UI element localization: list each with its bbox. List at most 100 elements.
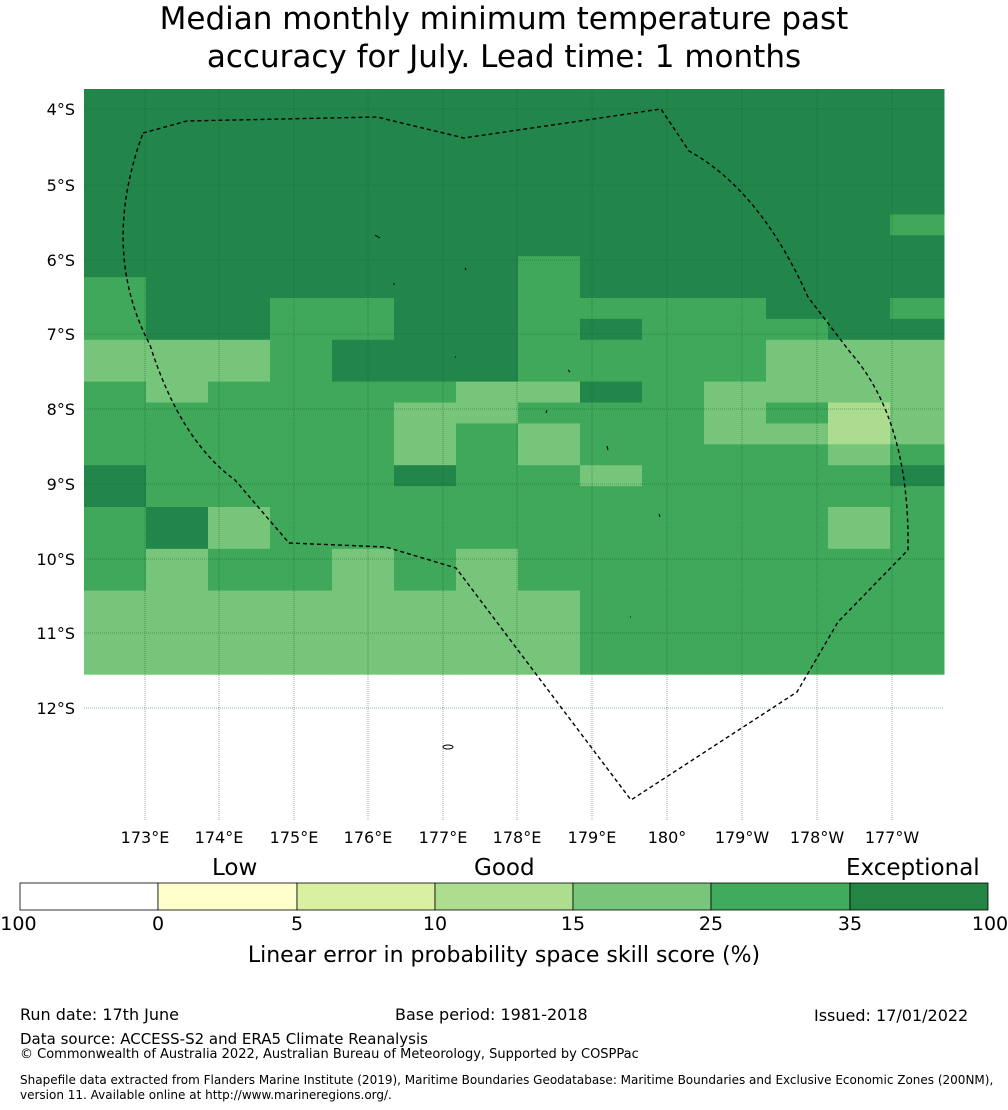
map-cell (890, 360, 945, 383)
map-cell (84, 339, 147, 362)
map-cell (208, 423, 271, 445)
map-cell (580, 298, 643, 320)
map-cell (890, 318, 945, 341)
map-cell (456, 89, 519, 111)
map-cell (84, 360, 147, 383)
map-cell (146, 590, 209, 612)
map-cell (580, 569, 643, 592)
longitude-label: 180° (648, 828, 687, 847)
map-cell (518, 298, 581, 320)
map-cell (828, 172, 891, 194)
colorbar-tick-label: 5 (290, 913, 304, 935)
map-cell (580, 444, 643, 466)
map-cell (208, 214, 271, 236)
map-cell (146, 360, 209, 383)
colorbar-tick-label: 10 (422, 913, 448, 935)
map-cell (208, 486, 271, 508)
map-cell (270, 89, 333, 111)
map-cell (332, 298, 395, 320)
map-cell (642, 569, 705, 592)
map-cell (766, 632, 829, 654)
map-cell (84, 611, 147, 633)
colorbar-segment (157, 882, 298, 911)
map-cell (332, 548, 395, 571)
map-cell (704, 298, 767, 320)
map-cell (84, 193, 147, 215)
category-good: Good (474, 855, 535, 881)
map-cell (208, 109, 271, 132)
map-cell (270, 214, 333, 236)
map-cell (642, 277, 705, 299)
map-cell (146, 381, 209, 403)
map-cell (332, 632, 395, 654)
map-cell (394, 527, 457, 550)
map-cell (208, 277, 271, 299)
map-cell (766, 235, 829, 257)
map-cell (456, 423, 519, 445)
map-cell (580, 360, 643, 383)
map-cell (766, 590, 829, 612)
map-cell (394, 172, 457, 194)
map-cell (270, 318, 333, 341)
colorbar-segment (19, 882, 159, 911)
map-cell (580, 235, 643, 257)
map-cell (890, 444, 945, 466)
map-cell (208, 402, 271, 424)
map-cell (456, 402, 519, 424)
map-cell (208, 653, 271, 675)
map-cell (332, 402, 395, 424)
map-cell (890, 214, 945, 236)
map-cell (704, 653, 767, 675)
map-cell (84, 569, 147, 592)
map-cell (456, 465, 519, 487)
map-cell (580, 465, 643, 487)
map-cell (332, 109, 395, 132)
map-cell (766, 172, 829, 194)
map-cell (270, 507, 333, 529)
map-cell (518, 214, 581, 236)
map-cell (456, 151, 519, 174)
latitude-label: 5°S (47, 176, 75, 195)
map-cell (270, 172, 333, 194)
map-cell (84, 402, 147, 424)
map-cell (146, 486, 209, 508)
chart-title: Median monthly minimum temperature past … (0, 0, 1008, 76)
map-cell (828, 527, 891, 550)
map-cell (146, 277, 209, 299)
map-cell (704, 256, 767, 278)
longitude-label: 175°E (270, 828, 319, 847)
map-cell (270, 381, 333, 403)
map-cell (828, 444, 891, 466)
map-cell (580, 590, 643, 612)
map-cell (394, 109, 457, 132)
map-cell (208, 151, 271, 174)
map-cell (208, 235, 271, 257)
map-cell (84, 235, 147, 257)
map-cell (456, 318, 519, 341)
map-cell (766, 653, 829, 675)
map-cell (394, 507, 457, 529)
map-cell (518, 109, 581, 132)
map-cell (642, 193, 705, 215)
map-cell (270, 569, 333, 592)
map-cell (704, 339, 767, 362)
map-cell (270, 527, 333, 550)
map-cell (828, 298, 891, 320)
map-cell (766, 381, 829, 403)
map-cell (890, 277, 945, 299)
map-cell (146, 235, 209, 257)
map-cell (208, 381, 271, 403)
map-cell (84, 89, 147, 111)
map-cell (146, 89, 209, 111)
map-cell (580, 423, 643, 445)
map-cell (580, 611, 643, 633)
map-cell (828, 109, 891, 132)
map-cell (642, 507, 705, 529)
map-cell (704, 548, 767, 571)
map-cell (208, 548, 271, 571)
latitude-label: 10°S (36, 550, 75, 569)
map-cell (766, 214, 829, 236)
map-cell (456, 569, 519, 592)
map-cell (394, 277, 457, 299)
map-cell (890, 89, 945, 111)
